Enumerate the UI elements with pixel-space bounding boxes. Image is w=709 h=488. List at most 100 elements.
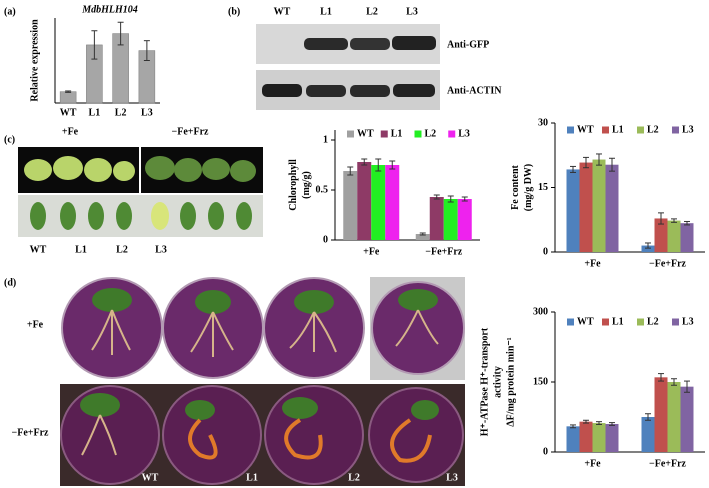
- y-axis-label: Fe content: [510, 164, 521, 209]
- blot-row-label: Anti-ACTIN: [447, 85, 502, 96]
- legend-label: L2: [647, 124, 659, 135]
- panel-label: (b): [228, 6, 240, 17]
- condition-label: −Fe+Frz: [12, 427, 49, 438]
- bar: [680, 223, 694, 252]
- line-label: L3: [446, 472, 458, 483]
- y-tick-label: 30: [538, 117, 548, 128]
- legend-label: L3: [682, 124, 694, 135]
- x-tick-label: L3: [141, 107, 153, 118]
- band: [350, 38, 390, 50]
- panel-label: (c): [4, 134, 15, 145]
- bar: [654, 377, 668, 452]
- bar: [429, 197, 444, 240]
- legend-swatch: [448, 130, 456, 138]
- y-tick-label: 0: [543, 446, 548, 457]
- legend-swatch: [567, 126, 574, 134]
- bar: [566, 169, 580, 252]
- bar: [385, 165, 400, 240]
- legend-swatch: [637, 126, 644, 134]
- bar: [415, 234, 430, 240]
- x-tick-label: −Fe+Frz: [649, 258, 686, 269]
- legend-swatch: [672, 318, 679, 326]
- legend-label: L1: [612, 316, 624, 327]
- y-axis-label: activity: [492, 366, 503, 398]
- panel-label: (d): [4, 277, 16, 288]
- y-tick-label: 1: [323, 134, 328, 145]
- legend-swatch: [567, 318, 574, 326]
- blot: [256, 24, 440, 110]
- y-tick-label: 0: [543, 246, 548, 257]
- y-tick-label: 0: [323, 234, 328, 245]
- line-label: WT: [30, 244, 47, 255]
- y-tick-label: 300: [533, 306, 548, 317]
- legend-label: L2: [425, 128, 437, 139]
- chart-title: MdbHLH104: [81, 4, 138, 15]
- lane-label: L3: [406, 6, 418, 17]
- band: [392, 36, 436, 50]
- lane-label: WT: [274, 6, 291, 17]
- legend-swatch: [602, 126, 609, 134]
- bar: [641, 417, 655, 452]
- bar: [605, 164, 619, 252]
- x-tick-label: +Fe: [363, 246, 380, 257]
- x-tick-label: +Fe: [584, 458, 601, 469]
- y-axis-label: (mg/g DW): [523, 164, 534, 212]
- legend-label: L2: [647, 316, 659, 327]
- legend-label: L1: [612, 124, 624, 135]
- bar: [357, 162, 372, 240]
- legend-label: L3: [458, 128, 470, 139]
- condition-label: +Fe: [62, 126, 79, 137]
- y-axis-label: ΔF/mg protein min⁻¹: [505, 337, 516, 426]
- y-tick-label: 0.5: [316, 184, 329, 195]
- bar: [579, 162, 593, 252]
- legend-label: L1: [391, 128, 403, 139]
- y-axis-label: Chlorophyll: [288, 159, 299, 211]
- bar: [641, 245, 655, 252]
- legend-swatch: [414, 130, 422, 138]
- plate-photo: [60, 277, 465, 486]
- photo-background: [18, 195, 263, 237]
- bar: [592, 423, 606, 452]
- line-label: L1: [75, 244, 87, 255]
- legend-label: WT: [577, 124, 594, 135]
- x-tick-label: −Fe+Frz: [425, 246, 462, 257]
- condition-label: −Fe+Frz: [172, 126, 209, 137]
- band: [304, 38, 348, 50]
- blot-row-label: Anti-GFP: [447, 39, 489, 50]
- band: [306, 85, 346, 97]
- x-tick-label: −Fe+Frz: [649, 458, 686, 469]
- bar: [667, 382, 681, 452]
- legend-swatch: [637, 318, 644, 326]
- legend-label: WT: [357, 128, 374, 139]
- x-tick-label: +Fe: [584, 258, 601, 269]
- legend-label: L3: [682, 316, 694, 327]
- panel-label: (a): [4, 6, 16, 17]
- legend-swatch: [602, 318, 609, 326]
- x-tick-label: L2: [115, 107, 127, 118]
- legend-swatch: [380, 130, 388, 138]
- bar: [566, 426, 580, 452]
- y-tick-label: 150: [533, 376, 548, 387]
- bar: [443, 199, 458, 240]
- bar: [579, 421, 593, 452]
- lane-label: L1: [320, 6, 332, 17]
- line-label: WT: [142, 472, 159, 483]
- legend-label: WT: [577, 316, 594, 327]
- line-label: L2: [348, 472, 360, 483]
- bar: [343, 171, 358, 240]
- line-label: L1: [246, 472, 258, 483]
- y-axis-label: Relative expression: [29, 19, 40, 102]
- x-tick-label: WT: [60, 107, 77, 118]
- y-axis-label: H⁺-ATPase H⁺-transport: [479, 327, 490, 436]
- legend-swatch: [347, 130, 354, 138]
- band: [262, 84, 302, 97]
- legend-swatch: [672, 126, 679, 134]
- line-label: L2: [116, 244, 128, 255]
- leaf-photo: [18, 147, 263, 237]
- line-label: L3: [155, 244, 167, 255]
- bar: [605, 424, 619, 452]
- x-tick-label: L1: [89, 107, 101, 118]
- bar: [680, 386, 694, 452]
- condition-label: +Fe: [27, 319, 44, 330]
